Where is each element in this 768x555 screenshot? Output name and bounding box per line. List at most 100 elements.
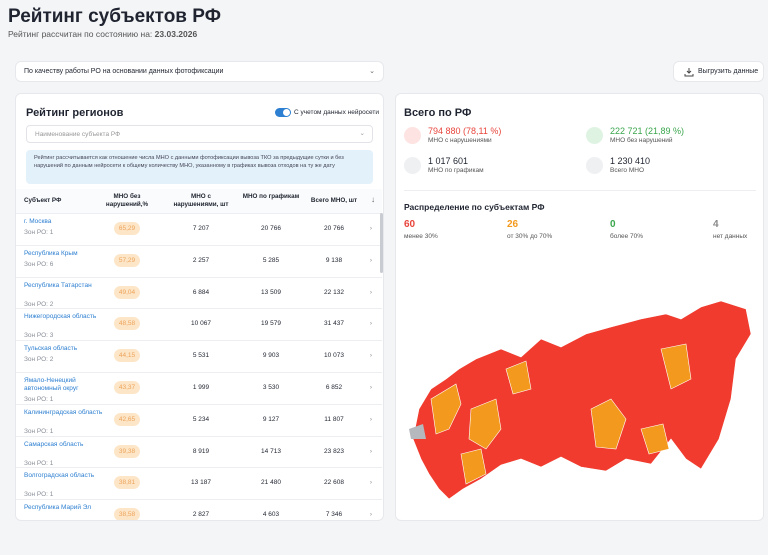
- distribution-title: Распределение по субъектам РФ: [404, 202, 545, 212]
- row-arrow: ›: [369, 352, 373, 360]
- stat-icon: [586, 157, 603, 174]
- row-arrow: ›: [369, 415, 373, 423]
- dist-count: 60: [404, 219, 416, 230]
- total: 31 437: [324, 320, 344, 328]
- dist-count: 26: [507, 219, 519, 230]
- search-input[interactable]: Наименование субъекта РФ ⌄: [26, 125, 373, 143]
- schedule: 5 285: [262, 256, 280, 264]
- ranking-title: Рейтинг регионов: [26, 107, 124, 119]
- subtitle: Рейтинг рассчитан по состоянию на: 23.03…: [8, 29, 197, 39]
- col-header: МНО по графикам: [242, 193, 300, 200]
- row-arrow: ›: [369, 225, 373, 232]
- total: 9 138: [325, 256, 343, 264]
- stat-icon: [404, 157, 421, 174]
- zone-count: Зон РО: 1: [24, 427, 54, 435]
- violations: 7 207: [192, 225, 210, 232]
- violations: 10 067: [191, 320, 211, 328]
- region-name: Ямало-Ненецкий автономный округ: [24, 377, 79, 392]
- table-row[interactable]: Тульская область Зон РО: 2 44,15 5 531 9 903…: [16, 340, 382, 371]
- map-gray: [409, 424, 426, 439]
- pct-badge: 39,38: [114, 444, 140, 458]
- date: 23.03.2026: [154, 29, 198, 39]
- violations: 1 999: [192, 384, 210, 391]
- stat-value: 794 880 (78,11 %): [428, 126, 502, 136]
- chevron: ⌄: [369, 68, 375, 75]
- pct-badge: 43,37: [114, 381, 140, 394]
- dropdown-text: По качеству работы РО на основании данны…: [24, 68, 224, 75]
- violations: 2 257: [192, 256, 210, 264]
- dist-label: нет данных: [713, 233, 748, 240]
- violations: 6 884: [192, 288, 210, 296]
- map-orange: [430, 343, 692, 485]
- pct-badge: 48,58: [114, 317, 140, 331]
- schedule: 21 480: [261, 479, 281, 487]
- table-row[interactable]: Калининградская область Зон РО: 1 42,65 5 2…: [16, 403, 382, 435]
- subtitle-text: Рейтинг рассчитан по состоянию на:: [8, 29, 153, 39]
- zone-count: Зон РО: 2: [24, 300, 54, 308]
- schedule: 13 509: [261, 288, 281, 296]
- schedule: 14 713: [261, 447, 281, 455]
- criteria-dropdown[interactable]: По качеству работы РО на основании данны…: [15, 61, 384, 82]
- table-row[interactable]: Республика Крым Зон РО: 6 57,29 2 257 5 285 9…: [16, 244, 382, 276]
- table-row[interactable]: Волгоградская область Зон РО: 1 38,81 13 18…: [16, 467, 382, 498]
- col-header: МНО с нарушениями, шт: [173, 193, 229, 208]
- russia-map: [409, 300, 752, 500]
- stat-label: МНО с нарушениями: [428, 137, 492, 144]
- zone-count: Зон РО: 1: [24, 491, 54, 499]
- chevron: ⌄: [359, 130, 365, 137]
- region-name: Калининградская область: [24, 408, 103, 416]
- table-row[interactable]: Нижегородская область Зон РО: 3 48,58 10 06…: [16, 308, 382, 339]
- table-row[interactable]: Самарская область Зон РО: 1 39,38 8 919 14 7…: [16, 435, 382, 467]
- table-row[interactable]: г. Москва Зон РО: 1 65,29 7 207 20 766 20 766…: [16, 213, 382, 244]
- zone-count: Зон РО: 1: [24, 396, 54, 403]
- zone-count: Зон РО: 1: [24, 459, 54, 467]
- total: 10 073: [324, 352, 344, 360]
- violations: 5 234: [192, 415, 210, 423]
- search-placeholder: Наименование субъекта РФ: [35, 131, 121, 138]
- region-name: Нижегородская область: [24, 313, 97, 321]
- zone-count: Зон РО: 3: [24, 332, 54, 340]
- row-arrow: ›: [369, 320, 373, 328]
- row-arrow: ›: [369, 256, 373, 264]
- dist-count: 0: [610, 219, 616, 230]
- row-arrow: ›: [369, 479, 373, 487]
- toggle[interactable]: [275, 108, 291, 117]
- table-header: Субъект РФ МНО без нарушений,% МНО с нар…: [16, 189, 382, 213]
- schedule: 4 603: [262, 511, 280, 519]
- zone-count: Зон РО: 1: [24, 229, 54, 236]
- pct-badge: 38,81: [114, 476, 140, 490]
- pct-badge: 57,29: [114, 253, 140, 267]
- total: 6 852: [325, 384, 343, 391]
- dist-label: более 70%: [610, 233, 644, 240]
- pct-badge: 44,15: [114, 349, 140, 363]
- zone-count: Зон РО: 2: [24, 356, 54, 364]
- summary-title: Всего по РФ: [404, 107, 472, 119]
- info-box: Рейтинг рассчитывается как отношение чис…: [26, 150, 373, 184]
- region-name: Республика Марий Эл: [24, 504, 92, 512]
- ranking-card: Рейтинг регионов С учетом данных нейросе…: [15, 93, 384, 521]
- table-row[interactable]: Ямало-Ненецкий автономный округ Зон РО: 1…: [16, 372, 382, 403]
- scrollbar: [380, 213, 383, 273]
- region-name: Республика Татарстан: [24, 281, 92, 289]
- schedule: 19 579: [261, 320, 281, 328]
- region-name: Самарская область: [24, 440, 84, 448]
- total: 20 766: [324, 225, 344, 232]
- sort-icon[interactable]: ↓: [371, 195, 375, 204]
- violations: 2 827: [192, 511, 210, 519]
- export-button[interactable]: Выгрузить данные: [673, 61, 764, 82]
- row-arrow: ›: [369, 447, 373, 455]
- region-name: Волгоградская область: [24, 472, 95, 480]
- stat-label: Всего МНО: [610, 167, 645, 174]
- schedule: 3 530: [262, 384, 280, 391]
- pct-badge: 49,04: [114, 285, 140, 299]
- schedule: 20 766: [261, 225, 281, 232]
- region-name: Республика Крым: [24, 249, 78, 257]
- row-arrow: ›: [369, 511, 373, 519]
- table-row[interactable]: Республика Татарстан Зон РО: 2 49,04 6 884 1…: [16, 276, 382, 308]
- table-row[interactable]: Республика Марий ЭлЗон РО: 238,582 8274 …: [16, 499, 382, 520]
- violations: 5 531: [192, 352, 210, 360]
- dist-label: от 30% до 70%: [507, 233, 553, 240]
- summary-card: Всего по РФ 794 880 (78,11 %) МНО с наруш…: [395, 93, 764, 521]
- total: 11 807: [324, 415, 344, 423]
